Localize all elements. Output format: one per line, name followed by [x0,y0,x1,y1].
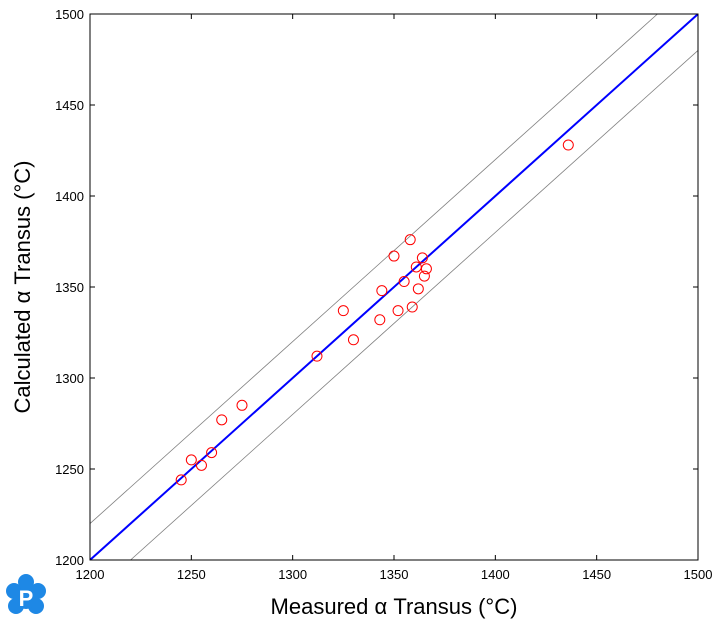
axes: 1200 1250 1300 1350 1400 1450 1500 1200 1250 1300… [55,7,712,582]
data-point [398,276,410,288]
plot-area [90,14,698,560]
x-tick-label: 1450 [582,567,611,582]
data-point [374,314,386,326]
upper-bound-line [90,14,658,524]
data-point [311,350,323,362]
axis-labels: Measured α Transus (°C) Calculated α Tra… [10,161,517,620]
x-tick-label: 1500 [684,567,713,582]
data-point [347,334,359,346]
x-tick-label: 1250 [177,567,206,582]
logo-icon: P [6,574,46,614]
data-point [404,234,416,246]
x-tick-label: 1350 [380,567,409,582]
y-tick-label: 1500 [55,7,84,22]
reference-lines [90,14,698,560]
data-point [175,474,187,486]
y-tick-label: 1450 [55,98,84,113]
data-point [562,139,574,151]
y-tick-label: 1400 [55,189,84,204]
y-tick-label: 1350 [55,280,84,295]
data-point [420,263,432,275]
x-tick-label: 1400 [481,567,510,582]
y-tick-label: 1200 [55,553,84,568]
data-point [376,285,388,297]
x-tick-label: 1200 [76,567,105,582]
data-point [388,250,400,262]
data-point [216,414,228,426]
data-point [392,305,404,317]
data-point [406,301,418,313]
lower-bound-line [130,50,698,560]
logo-glyph: P [19,586,34,611]
data-point [195,459,207,471]
data-points [175,139,574,486]
y-tick-label: 1250 [55,462,84,477]
data-point [337,305,349,317]
data-point [418,270,430,282]
data-point [206,447,218,459]
data-point [416,252,428,264]
x-tick-label: 1300 [278,567,307,582]
y-axis-title: Calculated α Transus (°C) [10,161,35,414]
x-axis-title: Measured α Transus (°C) [271,594,518,619]
data-point [185,454,197,466]
data-point [236,399,248,411]
data-point [412,283,424,295]
identity-line [90,14,698,560]
y-tick-label: 1300 [55,371,84,386]
